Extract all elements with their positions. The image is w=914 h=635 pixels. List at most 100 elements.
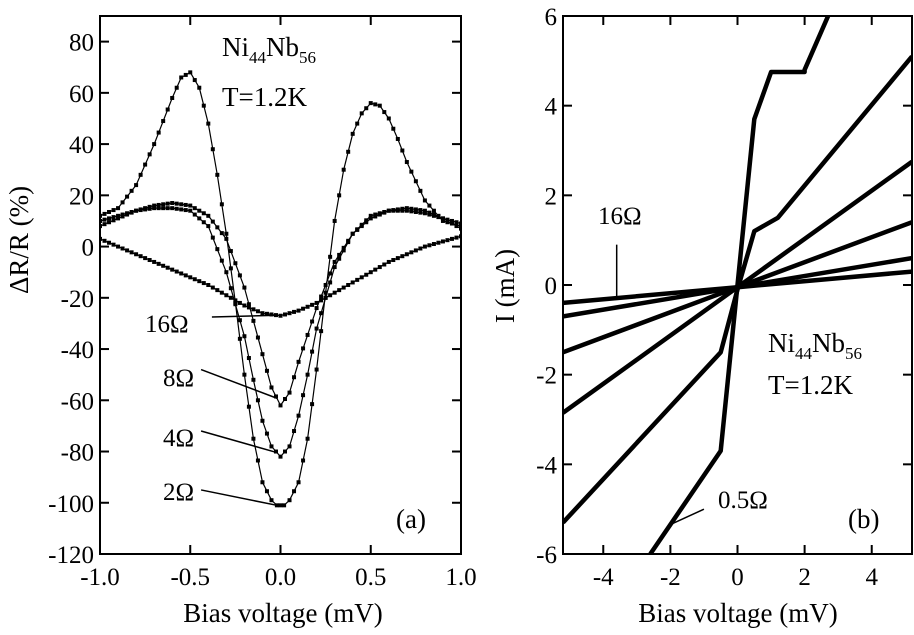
panel-a-point-16ohm (436, 240, 441, 245)
panel-b-leaders (615, 244, 705, 526)
panel-a-series-8ohm (100, 202, 461, 406)
panel-a-point-2ohm (183, 72, 188, 77)
panel-a-point-2ohm (427, 203, 432, 208)
panel-a-point-4ohm (301, 393, 306, 398)
panel-a-point-2ohm (237, 336, 242, 341)
panel-a-point-8ohm (359, 224, 364, 229)
panel-a-point-8ohm (138, 207, 143, 212)
panel-a-point-2ohm (341, 167, 346, 172)
panel-a-point-16ohm (264, 311, 269, 316)
panel-a-point-2ohm (278, 503, 283, 508)
panel-a-point-8ohm (364, 220, 369, 225)
panel-a-point-2ohm (206, 121, 211, 126)
panel-a-ytick-label: 20 (69, 183, 94, 210)
panel-a-point-2ohm (197, 85, 202, 90)
panel-a-point-4ohm (102, 217, 107, 222)
panel-a-point-2ohm (314, 367, 319, 372)
panel-a-point-4ohm (251, 377, 256, 382)
panel-a-point-16ohm (350, 280, 355, 285)
panel-a-point-8ohm (296, 359, 301, 364)
panel-a-point-2ohm (319, 329, 324, 334)
panel-a-point-2ohm (418, 188, 423, 193)
panel-b-label-16ohm: 16Ω (598, 203, 642, 230)
panel-a-point-2ohm (296, 480, 301, 485)
panel-a-leader-4ohm (200, 430, 278, 454)
panel-a-point-2ohm (165, 107, 170, 112)
panel-b: -4 -2 0 2 4 -6 -4 -2 0 2 4 6 I (mA) Bias voltage (m… (490, 4, 913, 628)
panel-a-xtick-label: -1.0 (80, 564, 120, 591)
panel-a-point-4ohm (332, 265, 337, 270)
panel-a-ytick-label: 0 (82, 235, 95, 262)
panel-a-point-16ohm (210, 285, 215, 290)
panel-a-point-2ohm (377, 103, 382, 108)
panel-a-point-4ohm (188, 208, 193, 213)
panel-a-point-16ohm (346, 283, 351, 287)
panel-a-xtick-label: 1.0 (445, 564, 476, 591)
panel-a-point-2ohm (409, 169, 414, 174)
panel-a-point-4ohm (156, 206, 161, 211)
panel-a-point-4ohm (292, 429, 297, 434)
panel-a-point-2ohm (174, 85, 179, 90)
panel-a-point-16ohm (355, 277, 360, 282)
panel-a-point-8ohm (251, 318, 256, 323)
panel-a-point-2ohm (111, 208, 116, 213)
panel-a-point-4ohm (179, 207, 184, 212)
panel-a-point-8ohm (125, 212, 130, 217)
panel-a-point-8ohm (183, 202, 188, 207)
panel-a-point-8ohm (409, 206, 414, 211)
panel-a-point-4ohm (197, 216, 202, 221)
panel-a-point-4ohm (422, 211, 427, 216)
panel-a-point-4ohm (242, 334, 247, 339)
panel-a-point-8ohm (431, 212, 436, 217)
panel-a-point-16ohm (368, 270, 373, 275)
panel-a-point-4ohm (413, 209, 418, 214)
panel-a-point-16ohm (377, 265, 382, 270)
panel-a-ytick-label: -120 (48, 542, 94, 569)
panel-a-point-4ohm (233, 302, 238, 307)
panel-a-point-2ohm (301, 458, 306, 463)
panel-a-point-4ohm (296, 413, 301, 418)
panel-a-point-4ohm (454, 220, 459, 225)
panel-a-point-16ohm (107, 240, 112, 245)
panel-a-point-8ohm (224, 236, 229, 241)
panel-b-composition: Ni44Nb56 (768, 328, 862, 363)
panel-a-xtick-label: -0.5 (170, 564, 210, 591)
panel-a-ytick-label: 80 (69, 30, 94, 57)
panel-a-point-8ohm (237, 273, 242, 278)
panel-a-point-16ohm (125, 248, 130, 253)
panel-a-point-4ohm (409, 209, 414, 214)
panel-b-xtick-label: -4 (593, 564, 614, 591)
panel-a-point-2ohm (346, 149, 351, 154)
panel-a-point-2ohm (404, 160, 409, 165)
panel-b-ticks: -4 -2 0 2 4 -6 -4 -2 0 2 4 6 (536, 4, 912, 591)
panel-a-point-16ohm (246, 305, 251, 310)
panel-a-leader-2ohm (200, 489, 278, 507)
panel-a-point-8ohm (147, 204, 152, 209)
panel-a-point-8ohm (332, 259, 337, 264)
panel-a-point-4ohm (219, 258, 224, 263)
panel-a-point-16ohm (319, 298, 324, 303)
panel-a-point-16ohm (459, 234, 461, 239)
panel-a-point-4ohm (418, 210, 423, 215)
panel-a-point-8ohm (192, 206, 197, 211)
panel-a-point-8ohm (346, 238, 351, 243)
panel-a-point-2ohm (161, 119, 166, 124)
panel-a-point-8ohm (255, 335, 260, 340)
panel-a-plot-area (100, 70, 461, 508)
panel-a-point-2ohm (116, 206, 121, 211)
panel-a-point-16ohm (170, 267, 175, 272)
panel-a-point-16ohm (120, 246, 125, 251)
panel-a-point-8ohm (337, 252, 342, 257)
panel-a-point-4ohm (314, 326, 319, 331)
panel-a-point-16ohm (310, 302, 315, 307)
panel-a-point-16ohm (134, 252, 139, 257)
panel-a-point-16ohm (161, 263, 166, 268)
panel-a-point-16ohm (183, 273, 188, 278)
panel-a-point-8ohm (116, 216, 121, 221)
panel-a-point-2ohm (224, 231, 229, 236)
panel-a-point-16ohm (192, 277, 197, 282)
panel-a-point-4ohm (165, 206, 170, 211)
panel-a-ylabel: ΔR/R (%) (4, 186, 34, 294)
panel-a-label-4ohm: 4Ω (163, 425, 194, 452)
